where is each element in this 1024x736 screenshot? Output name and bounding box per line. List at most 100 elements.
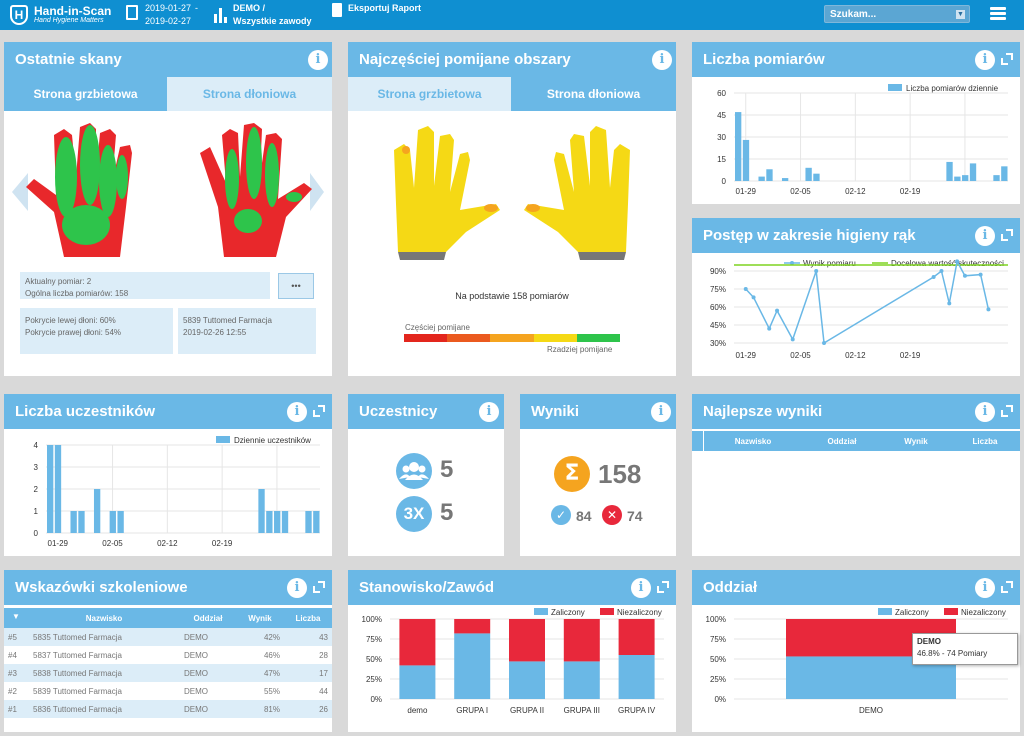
row-department: DEMO bbox=[184, 669, 208, 678]
date-to: 2019-02-27 bbox=[145, 16, 192, 26]
row-rank: #2 bbox=[8, 687, 17, 696]
row-name: 5839 Tuttomed Farmacja bbox=[33, 687, 122, 696]
info-icon[interactable]: i bbox=[287, 578, 307, 598]
table-row[interactable]: #1 5836 Tuttomed Farmacja DEMO 81% 26 bbox=[4, 700, 332, 718]
info-icon[interactable]: i bbox=[308, 50, 328, 70]
expand-icon[interactable] bbox=[1001, 229, 1013, 241]
expand-icon[interactable] bbox=[313, 405, 325, 417]
sum-icon: Σ bbox=[554, 456, 590, 492]
info-icon[interactable]: i bbox=[479, 402, 499, 422]
table-row[interactable]: #2 5839 Tuttomed Farmacja DEMO 55% 44 bbox=[4, 682, 332, 700]
panel-title: Najczęściej pomijane obszary bbox=[359, 51, 571, 68]
scale-segment bbox=[404, 334, 448, 342]
info-icon[interactable]: i bbox=[975, 578, 995, 598]
shield-logo-icon: H bbox=[10, 5, 28, 25]
tab-dorsal[interactable]: Strona grzbietowa bbox=[4, 77, 167, 111]
best-results-panel: Najlepsze wyniki i Nazwisko Oddział Wyni… bbox=[692, 394, 1020, 556]
info-icon[interactable]: i bbox=[631, 578, 651, 598]
column-name[interactable]: Nazwisko bbox=[734, 437, 772, 446]
bar bbox=[70, 511, 77, 533]
previous-arrow-icon[interactable] bbox=[12, 173, 28, 211]
row-score: 42% bbox=[263, 633, 280, 642]
search-value: Szukam... bbox=[830, 9, 877, 20]
bar-pass bbox=[509, 661, 545, 699]
tab-dorsal[interactable]: Strona grzbietowa bbox=[348, 77, 511, 111]
y-tick-label: 75% bbox=[710, 635, 726, 644]
info-icon[interactable]: i bbox=[287, 402, 307, 422]
legend-swatch bbox=[888, 84, 902, 91]
y-tick-label: 25% bbox=[366, 675, 382, 684]
table-row[interactable]: #3 5838 Tuttomed Farmacja DEMO 47% 17 bbox=[4, 664, 332, 682]
y-tick-label: 75% bbox=[710, 285, 726, 294]
info-icon[interactable]: i bbox=[975, 50, 995, 70]
bar bbox=[258, 489, 265, 533]
legend-label: Liczba pomiarów dziennie bbox=[906, 84, 999, 93]
panel-header: Ostatnie skany i bbox=[4, 42, 332, 77]
y-tick-label: 50% bbox=[366, 655, 382, 664]
right-hand-scan bbox=[200, 123, 312, 257]
table-row[interactable]: #4 5837 Tuttomed Farmacja DEMO 46% 28 bbox=[4, 646, 332, 664]
column-name[interactable]: Nazwisko bbox=[85, 614, 123, 623]
tab-palmar[interactable]: Strona dłoniowa bbox=[167, 77, 332, 111]
tab-palmar[interactable]: Strona dłoniowa bbox=[511, 77, 676, 111]
legend-marker bbox=[790, 261, 794, 265]
data-point bbox=[962, 273, 967, 278]
expand-icon[interactable] bbox=[1001, 53, 1013, 65]
column-score[interactable]: Wynik bbox=[904, 437, 928, 446]
data-point bbox=[978, 272, 983, 277]
x-tick-label: 02-19 bbox=[900, 187, 921, 196]
profession-panel: Stanowisko/Zawód i Zaliczony Niezaliczony… bbox=[348, 570, 676, 732]
panel-header: Postęp w zakresie higieny rąk i bbox=[692, 218, 1020, 253]
x-tick-label: 01-29 bbox=[736, 351, 757, 360]
scale-label-more: Częściej pomijane bbox=[405, 323, 470, 332]
series-line bbox=[745, 259, 990, 345]
cross-icon: ✕ bbox=[602, 505, 622, 525]
column-score[interactable]: Wynik bbox=[248, 614, 272, 623]
table-row[interactable]: #5 5835 Tuttomed Farmacja DEMO 42% 43 bbox=[4, 628, 332, 646]
column-department[interactable]: Oddział bbox=[827, 437, 857, 446]
left-hand-coverage: Pokrycie lewej dłoni: 60% bbox=[25, 316, 116, 325]
row-count: 26 bbox=[319, 705, 328, 714]
expand-icon[interactable] bbox=[313, 581, 325, 593]
panel-header: Najczęściej pomijane obszary i bbox=[348, 42, 676, 77]
expand-icon[interactable] bbox=[1001, 581, 1013, 593]
y-tick-label: 45% bbox=[710, 321, 726, 330]
info-icon[interactable]: i bbox=[652, 50, 672, 70]
recent-scans-panel: Ostatnie skany i Strona grzbietowa Stron… bbox=[4, 42, 332, 376]
row-score: 55% bbox=[263, 687, 280, 696]
hamburger-icon[interactable] bbox=[990, 7, 1006, 21]
data-point bbox=[955, 259, 960, 264]
filter-icon[interactable]: ▼ bbox=[12, 612, 20, 621]
column-count[interactable]: Liczba bbox=[972, 437, 998, 446]
column-count[interactable]: Liczba bbox=[295, 614, 321, 623]
row-count: 43 bbox=[319, 633, 328, 642]
panel-header: Stanowisko/Zawód i bbox=[348, 570, 676, 605]
expand-icon[interactable] bbox=[657, 581, 669, 593]
info-icon[interactable]: i bbox=[975, 226, 995, 246]
info-icon[interactable]: i bbox=[651, 402, 671, 422]
bar bbox=[758, 176, 765, 181]
bar bbox=[742, 139, 750, 181]
info-icon[interactable]: i bbox=[975, 402, 995, 422]
search-select[interactable]: Szukam... ▼ bbox=[824, 5, 970, 23]
x-tick-label: 02-12 bbox=[845, 351, 866, 360]
x-tick-label: 01-29 bbox=[736, 187, 757, 196]
legend-label: Niezaliczony bbox=[961, 608, 1006, 617]
panel-title: Stanowisko/Zawód bbox=[359, 579, 495, 596]
data-point bbox=[814, 269, 819, 273]
more-button[interactable]: ••• bbox=[278, 273, 314, 299]
y-tick-label: 90% bbox=[710, 267, 726, 276]
column-department[interactable]: Oddział bbox=[193, 614, 223, 623]
brand-logo[interactable]: H Hand-in-Scan Hand Hygiene Matters bbox=[6, 3, 118, 27]
row-name: 5836 Tuttomed Farmacja bbox=[33, 705, 122, 714]
date-range-picker[interactable]: 2019-01-27 - 2019-02-27 bbox=[126, 2, 206, 28]
department-filter[interactable]: DEMO / Wszystkie zawody bbox=[214, 2, 324, 28]
participants-chart: Dziennie uczestników 4 3 2 1 0 01-29 02-05 02-12… bbox=[34, 436, 320, 548]
x-tick-label: DEMO bbox=[859, 706, 883, 715]
next-arrow-icon[interactable] bbox=[310, 173, 324, 211]
filter-department: DEMO / bbox=[233, 3, 266, 13]
scale-segment bbox=[447, 334, 491, 342]
bar bbox=[266, 511, 273, 533]
chart-legend: Liczba pomiarów dziennie bbox=[888, 84, 999, 93]
expand-icon[interactable] bbox=[1001, 405, 1013, 417]
